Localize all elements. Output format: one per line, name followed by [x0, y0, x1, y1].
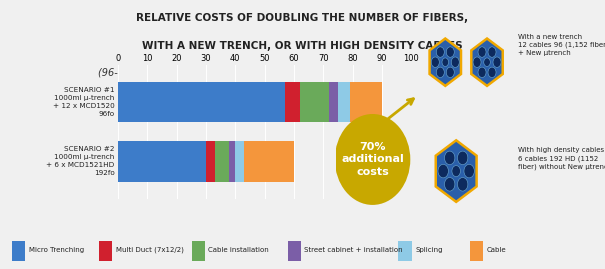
Bar — [99, 241, 112, 261]
Circle shape — [484, 58, 490, 66]
Circle shape — [445, 151, 455, 165]
Bar — [350, 82, 382, 122]
Bar — [329, 82, 338, 122]
Text: SCENARIO #1
1000ml μ-trench
+ 12 x MCD1520
96fo: SCENARIO #1 1000ml μ-trench + 12 x MCD15… — [53, 87, 114, 117]
Text: Micro Trenching: Micro Trenching — [29, 247, 84, 253]
Circle shape — [431, 57, 439, 68]
Text: Multi Duct (7x12/2): Multi Duct (7x12/2) — [116, 247, 183, 253]
Text: WITH A NEW TRENCH, OR WITH HIGH DENSITY CABLES: WITH A NEW TRENCH, OR WITH HIGH DENSITY … — [142, 41, 463, 51]
Text: Street cabinet + installation: Street cabinet + installation — [304, 247, 403, 253]
Circle shape — [493, 57, 501, 68]
Circle shape — [473, 57, 481, 68]
Circle shape — [488, 47, 496, 57]
Circle shape — [457, 178, 468, 191]
Text: With high density cables
6 cables 192 HD (1152
fiber) without New μtrench: With high density cables 6 cables 192 HD… — [518, 147, 605, 171]
Circle shape — [451, 57, 459, 68]
Circle shape — [478, 47, 486, 57]
Circle shape — [446, 67, 454, 77]
Text: 70%
additional
costs: 70% additional costs — [341, 142, 404, 177]
Circle shape — [442, 58, 448, 66]
Circle shape — [446, 47, 454, 57]
Text: With a new trench
12 cables 96 (1,152 fiber)
+ New μtrench: With a new trench 12 cables 96 (1,152 fi… — [518, 34, 605, 56]
Circle shape — [452, 165, 460, 177]
Text: Cable installation: Cable installation — [209, 247, 269, 253]
Bar — [285, 82, 300, 122]
Circle shape — [436, 47, 444, 57]
Bar — [338, 82, 350, 122]
Circle shape — [436, 67, 444, 77]
Circle shape — [478, 67, 486, 77]
Bar — [192, 241, 205, 261]
Text: (96-fiber cable taken as reference): (96-fiber cable taken as reference) — [98, 68, 268, 78]
Bar — [300, 82, 329, 122]
Text: SCENARIO #2
1000ml μ-trench
+ 6 x MCD1521HD
192fo: SCENARIO #2 1000ml μ-trench + 6 x MCD152… — [46, 146, 114, 176]
Circle shape — [445, 178, 455, 191]
Bar — [244, 141, 294, 182]
Bar — [229, 141, 235, 182]
Circle shape — [457, 151, 468, 165]
Bar — [206, 141, 215, 182]
Bar — [470, 241, 483, 261]
Bar — [398, 241, 411, 261]
Bar — [235, 141, 244, 182]
Circle shape — [464, 164, 474, 178]
Text: Cable: Cable — [487, 247, 506, 253]
Bar — [215, 141, 229, 182]
Text: Splicing: Splicing — [415, 247, 443, 253]
Bar — [12, 241, 25, 261]
Bar — [287, 241, 301, 261]
Text: RELATIVE COSTS OF DOUBLING THE NUMBER OF FIBERS,: RELATIVE COSTS OF DOUBLING THE NUMBER OF… — [137, 13, 468, 23]
Circle shape — [438, 164, 448, 178]
Circle shape — [488, 67, 496, 77]
Ellipse shape — [335, 114, 410, 205]
Bar — [118, 141, 206, 182]
Bar — [118, 82, 285, 122]
